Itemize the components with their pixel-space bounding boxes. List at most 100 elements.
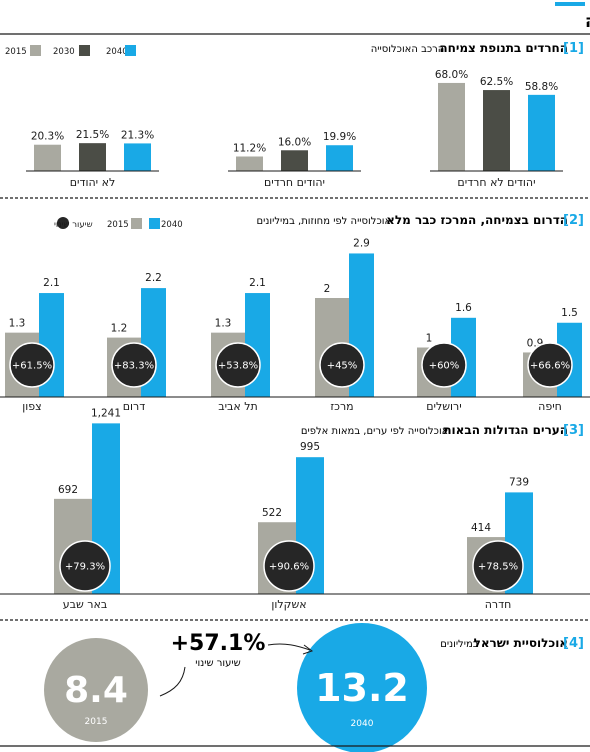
bubble-2040 (297, 623, 427, 752)
change-badge-circle (472, 540, 524, 592)
category-label: מרכז (330, 400, 353, 413)
section-subtitle: במיליונים (440, 639, 479, 650)
bar-2015-לא יהודים (34, 144, 61, 171)
value-label-2040: 2.1 (249, 277, 266, 289)
bar-2040-לא יהודים (124, 143, 151, 171)
change-badge-circle (59, 540, 111, 592)
value-label-2040: 2.9 (353, 237, 370, 249)
value-label: 16.0% (278, 136, 311, 148)
change-badge-circle (421, 342, 467, 388)
value-label: 19.9% (323, 131, 356, 143)
change-badge: +66.6% (530, 361, 570, 372)
section-number: [2] (563, 213, 584, 228)
category-label: ירושלים (426, 400, 461, 413)
category-label: באר שבע (63, 598, 107, 611)
change-value: +57.1% (171, 631, 266, 656)
change-badge-circle (9, 342, 55, 388)
value-label-2015: 1.3 (9, 318, 26, 330)
change-badge: +79.3% (65, 562, 105, 573)
legend-label-change: שיעור שינוי (54, 220, 93, 230)
bar-2015-יהודים לא חרדים (438, 82, 465, 171)
value-label-2015: 2 (324, 283, 331, 295)
change-badge-circle (215, 342, 261, 388)
value-label-2040: 1.6 (455, 302, 472, 314)
category-label: יהודים חרדים (264, 176, 325, 189)
section-subtitle: הרכב האוכלוסייה (371, 44, 445, 55)
legend-swatch-2040 (125, 45, 136, 56)
value-label-2015: 692 (58, 484, 78, 496)
bar-2030-יהודים חרדים (281, 150, 308, 171)
legend-swatch-2040 (149, 218, 160, 229)
value-label: 58.8% (525, 81, 558, 93)
bubble-year-2040: 2040 (351, 719, 374, 729)
section-title: החרדים בתנופת צמיחה (439, 41, 568, 55)
change-badge: +60% (429, 361, 460, 372)
value-label-2015: 522 (262, 507, 282, 519)
legend-swatch-2015 (30, 45, 41, 56)
change-badge: +83.3% (114, 361, 154, 372)
value-label-2015: 414 (471, 522, 491, 534)
section-number: [4] (563, 636, 584, 651)
category-label: אשקלון (271, 598, 306, 611)
header-accent-bar (555, 2, 585, 6)
value-label-2015: 1.2 (111, 323, 128, 335)
category-label: תל אביב (218, 400, 258, 413)
value-label: 68.0% (435, 69, 468, 81)
value-label-2040: 739 (509, 476, 529, 488)
legend-label-2030: 2030 (53, 47, 75, 57)
section-title: אוכלוסיית ישראל (474, 636, 568, 650)
change-badge-circle (527, 342, 573, 388)
legend-label-2040: 2040 (106, 47, 128, 57)
value-label-2040: 2.1 (43, 277, 60, 289)
value-label: 11.2% (233, 142, 266, 154)
change-badge-circle (111, 342, 157, 388)
section-subtitle: אוכלוסייה לפי ערים, במאות אלפים (301, 426, 448, 437)
section-2-header: [2]הדרום בצמיחה, המרכז כבר מלאאוכלוסייה … (257, 213, 584, 228)
section-1-header: [1]החרדים בתנופת צמיחההרכב האוכלוסייה (371, 41, 584, 56)
legend-change-swatch (57, 217, 69, 229)
bubble-value-2040: 13.2 (315, 666, 409, 710)
category-label: חדרה (485, 598, 512, 611)
change-label: שיעור שינוי (195, 658, 240, 669)
value-label: 21.5% (76, 129, 109, 141)
section-title: הדרום בצמיחה, המרכז כבר מלא (386, 213, 568, 227)
section-4-header: [4]אוכלוסיית ישראלבמיליונים (440, 636, 584, 651)
bar-2015-יהודים חרדים (236, 156, 263, 171)
change-badge-circle (263, 540, 315, 592)
value-label: 21.3% (121, 129, 154, 141)
bar-2040-יהודים חרדים (326, 145, 353, 171)
change-badge-circle (319, 342, 365, 388)
category-label: לא יהודים (70, 176, 116, 189)
bar-2040-יהודים לא חרדים (528, 94, 555, 171)
change-badge: +90.6% (269, 562, 309, 573)
section-number: [1] (563, 41, 584, 56)
bubble-year-2015: 2015 (85, 717, 108, 727)
change-badge: +78.5% (478, 562, 518, 573)
legend-swatch-2030 (79, 45, 90, 56)
value-label-2040: 1.5 (561, 307, 578, 319)
section-3-header: [3]הערים הגדולות הבאותאוכלוסייה לפי ערים… (301, 423, 584, 438)
category-label: חיפה (538, 400, 562, 413)
section-number: [3] (563, 423, 584, 438)
bubble-value-2015: 8.4 (64, 670, 128, 711)
legend-label-2015: 2015 (107, 220, 129, 230)
change-curve-line (159, 666, 186, 697)
value-label-2040: 2.2 (145, 272, 162, 284)
change-badge: +61.5% (12, 361, 52, 372)
bar-2030-לא יהודים (79, 143, 106, 171)
change-badge: +53.8% (218, 361, 258, 372)
section-title: הערים הגדולות הבאות (443, 423, 568, 437)
value-label: 20.3% (31, 131, 64, 143)
arrowhead-icon (302, 644, 314, 655)
section-subtitle: אוכלוסייה לפי מחוזות, במיליונים (257, 216, 392, 227)
page-title: ישראל 2040: כך זה ייראה (585, 12, 590, 32)
value-label-2015: 1.3 (215, 318, 232, 330)
value-label: 62.5% (480, 76, 513, 88)
change-badge: +45% (327, 361, 358, 372)
bubble-2015 (44, 638, 148, 742)
legend-label-2040: 2040 (161, 220, 183, 230)
value-label-2040: 995 (300, 441, 320, 453)
category-label: דרום (123, 400, 146, 413)
bar-2030-יהודים לא חרדים (483, 90, 510, 171)
